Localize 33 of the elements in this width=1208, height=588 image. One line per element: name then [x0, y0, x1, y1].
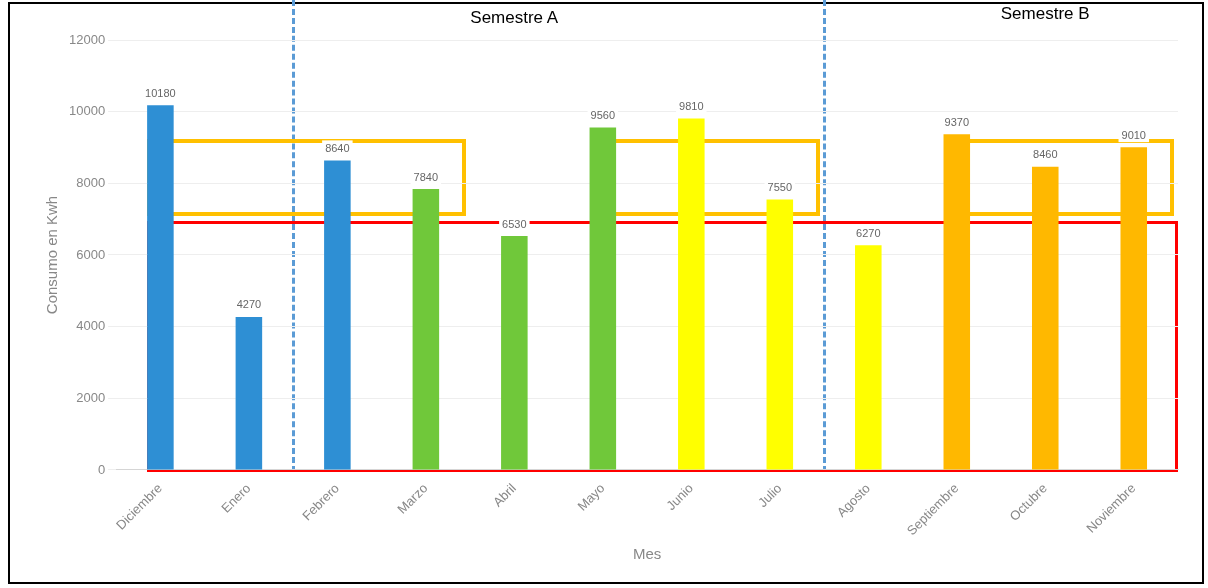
x-tick-label: Julio	[754, 480, 785, 511]
data-label: 9010	[1121, 128, 1146, 141]
x-axis-title: Mes	[632, 545, 662, 563]
data-label: 8460	[1033, 148, 1058, 161]
bar	[324, 160, 351, 470]
bar	[766, 199, 794, 470]
y-tick-label: 2000	[76, 389, 106, 405]
bar	[855, 245, 882, 470]
bar	[589, 127, 617, 470]
bar	[678, 118, 705, 470]
bar	[412, 189, 440, 470]
data-label: 6530	[502, 217, 527, 230]
bar	[235, 316, 263, 470]
y-tick-label: 4000	[76, 318, 106, 334]
y-tick-label: 10000	[68, 103, 106, 119]
data-label: 10180	[145, 86, 176, 99]
y-tick-label: 8000	[76, 174, 106, 190]
text: Semestre A	[470, 8, 559, 28]
y-tick-label: 12000	[68, 31, 106, 47]
data-label: 9810	[679, 100, 704, 112]
data-label: 7550	[767, 180, 793, 193]
y-axis-title: Consumo en Kwh	[43, 195, 61, 315]
y-tick-label: 0	[97, 461, 106, 477]
data-label: 9370	[944, 115, 970, 128]
bar	[501, 235, 528, 470]
data-label: 8640	[325, 141, 350, 154]
bar	[147, 105, 174, 470]
data-label: 4270	[236, 298, 262, 311]
y-tick-label: 6000	[76, 246, 106, 262]
data-label: 7840	[413, 170, 439, 183]
data-label: 9560	[590, 108, 616, 121]
text: Semestre B	[1000, 4, 1090, 24]
data-label: 6270	[856, 226, 881, 239]
